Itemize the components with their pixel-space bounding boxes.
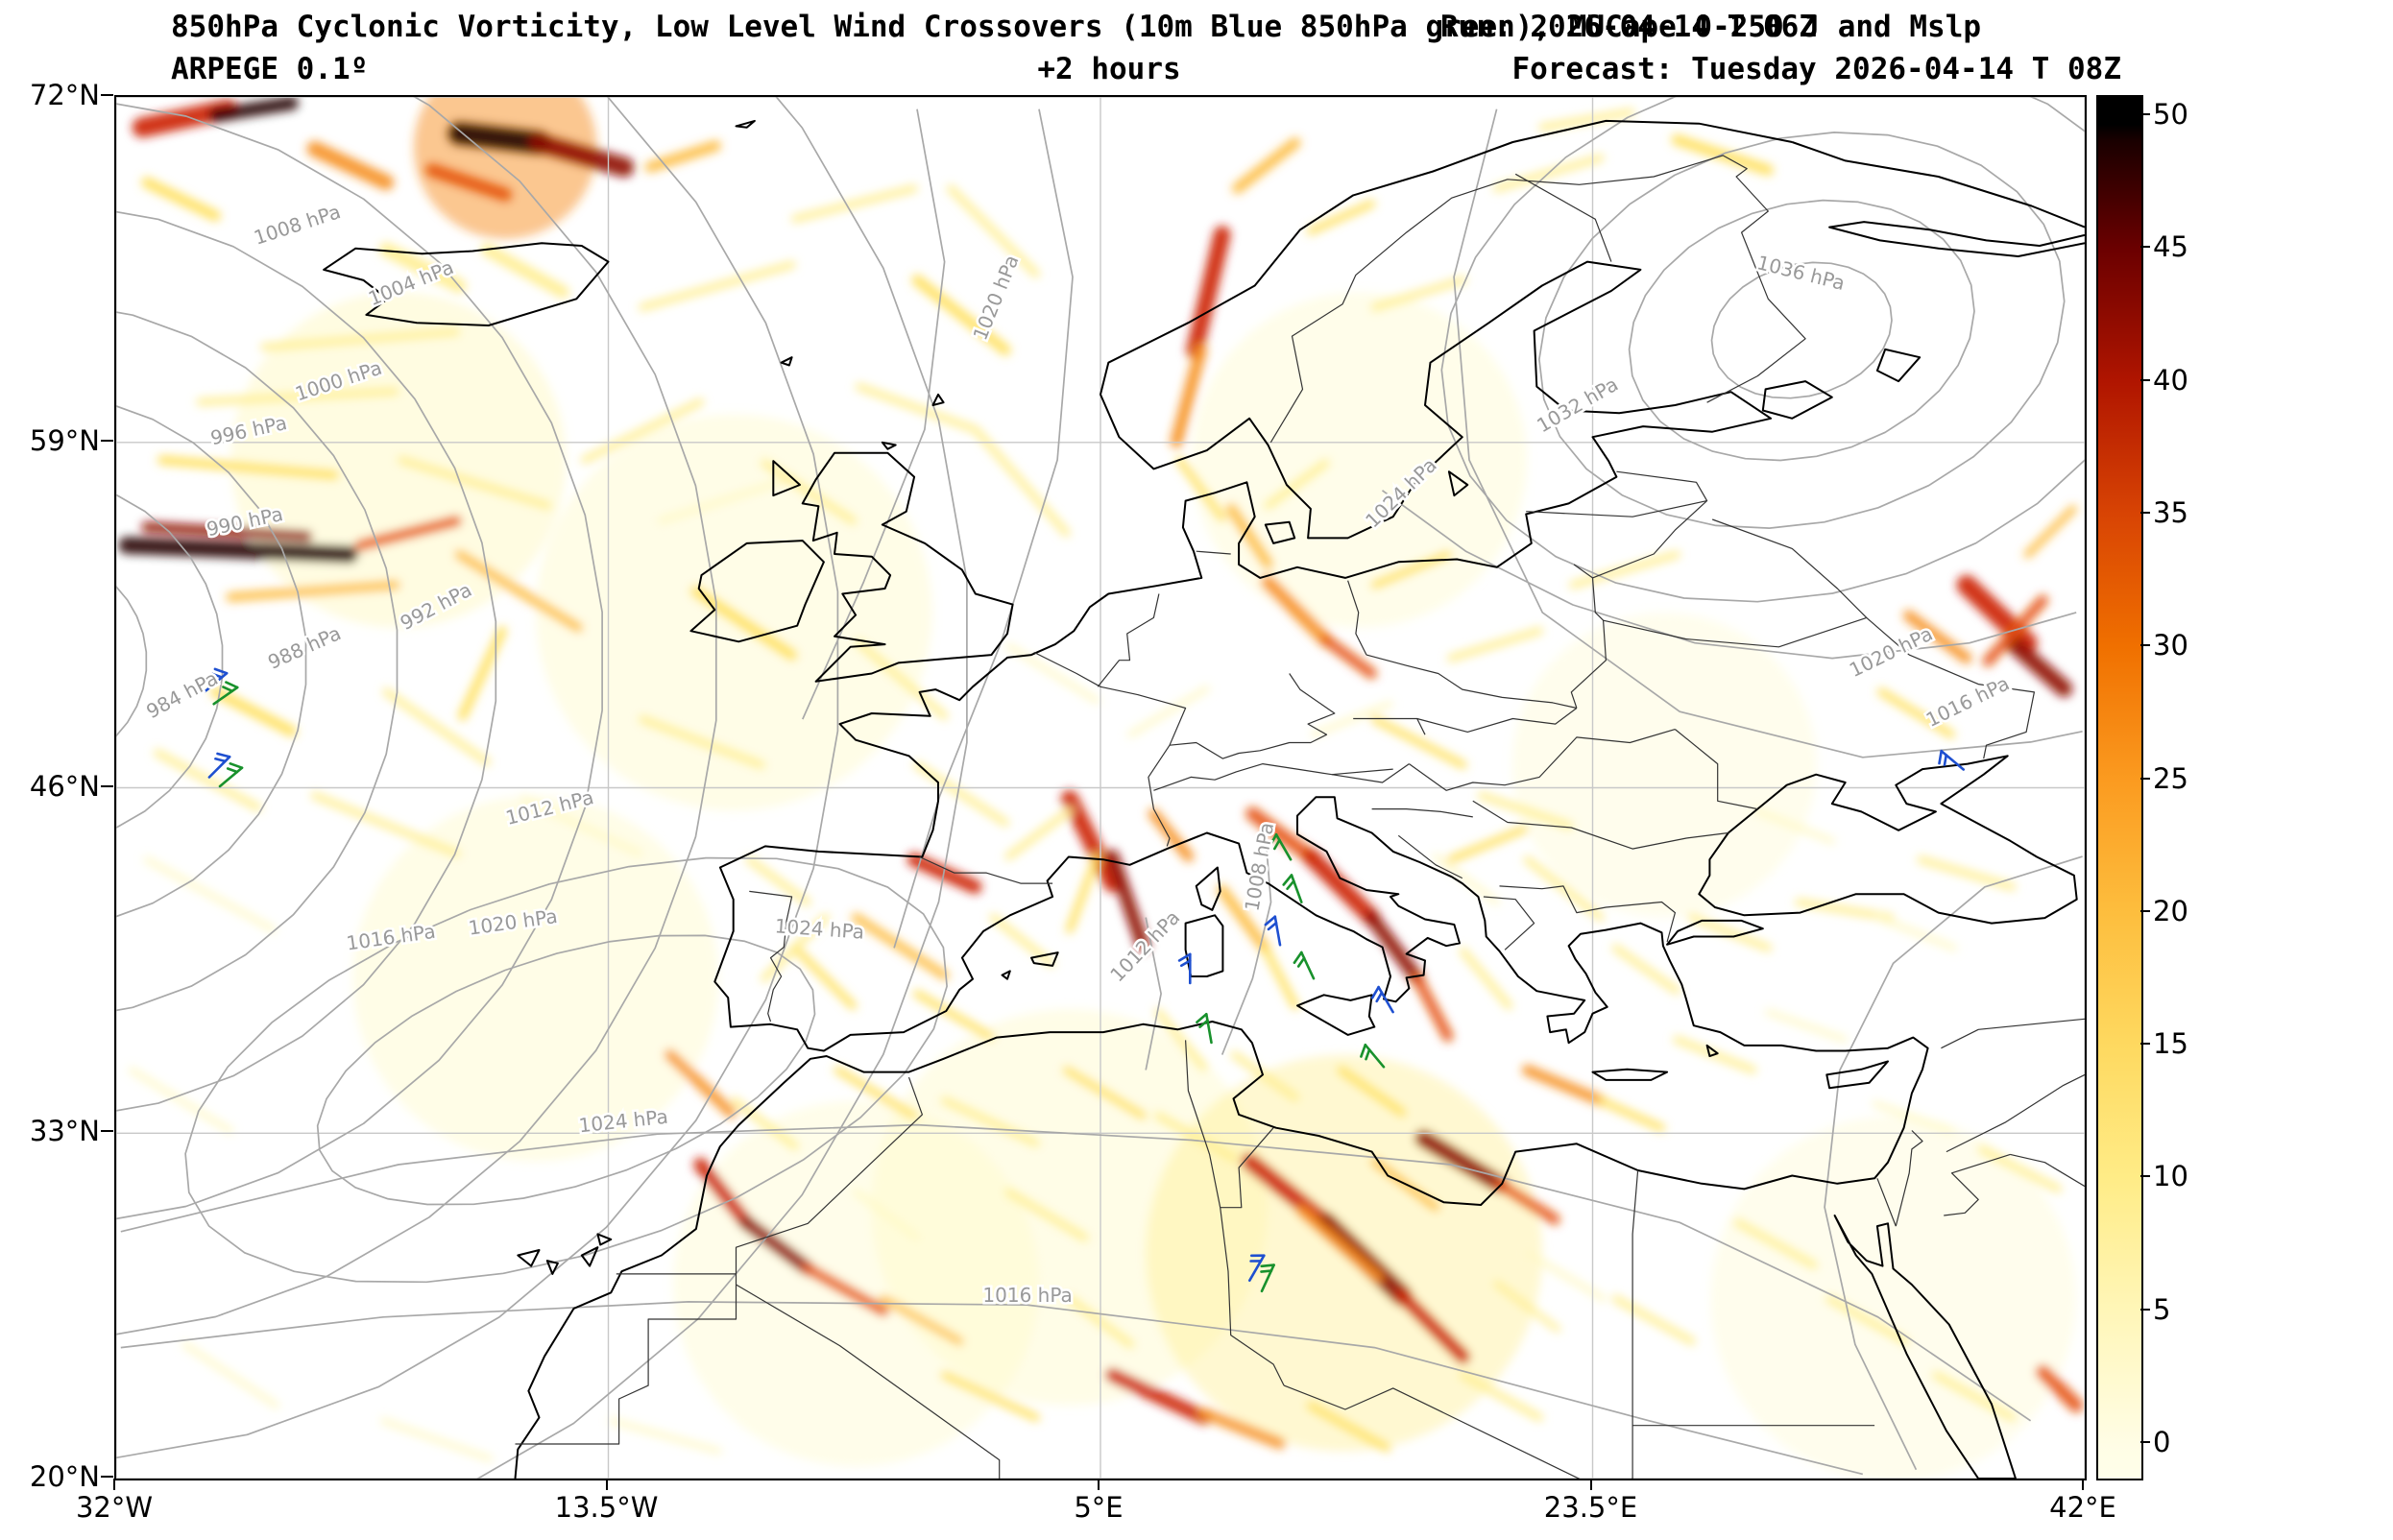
lat-tick-mark xyxy=(101,1476,113,1478)
isobar-label: 984 hPa xyxy=(142,666,221,723)
isobar-label: 1016 hPa xyxy=(1922,671,2013,731)
country-borders xyxy=(515,155,2085,1479)
colorbar-tick-mark xyxy=(2140,246,2150,249)
lon-tick-label: 23.5°E xyxy=(1543,1491,1638,1524)
colorbar-tick-label: 0 xyxy=(2153,1426,2171,1458)
colorbar-tick-mark xyxy=(2140,113,2150,115)
colorbar-tick-mark xyxy=(2140,1175,2150,1178)
colorbar-tick-mark xyxy=(2140,1441,2150,1443)
colorbar-tick-mark xyxy=(2140,511,2150,514)
colorbar-tick-label: 5 xyxy=(2153,1292,2171,1326)
colorbar-tick-label: 35 xyxy=(2153,495,2188,529)
isobar-label: 1036 hPa xyxy=(1754,251,1847,295)
lat-tick-label: 20°N xyxy=(29,1460,100,1493)
forecast-valid-time: Forecast: Tuesday 2026-04-14 T 08Z xyxy=(1511,52,2121,86)
colorbar-tick-mark xyxy=(2140,909,2150,912)
colorbar-tick-label: 50 xyxy=(2153,98,2188,131)
lat-tick-label: 59°N xyxy=(29,423,100,457)
lat-tick-mark xyxy=(101,784,113,787)
grid-lines xyxy=(116,97,2085,1479)
colorbar-tick-mark xyxy=(2140,1043,2150,1046)
lon-tick-label: 13.5°W xyxy=(554,1491,659,1524)
lon-tick-label: 32°W xyxy=(75,1491,154,1524)
colorbar-tick-label: 30 xyxy=(2153,629,2188,662)
colorbar-tick-mark xyxy=(2140,644,2150,647)
chart-title: 850hPa Cyclonic Vorticity, Low Level Win… xyxy=(171,10,1982,44)
lon-tick-mark xyxy=(605,1479,608,1490)
isobar-label: 1008 hPa xyxy=(251,200,343,250)
lat-tick-label: 33°N xyxy=(29,1115,100,1148)
colorbar-tick-label: 45 xyxy=(2153,230,2188,264)
colorbar-tick-label: 15 xyxy=(2153,1027,2188,1061)
lon-tick-mark xyxy=(113,1479,115,1490)
colorbar-tick-label: 20 xyxy=(2153,894,2188,927)
colorbar-tick-mark xyxy=(2140,378,2150,381)
model-name: ARPEGE 0.1º xyxy=(171,52,369,86)
lon-tick-mark xyxy=(1098,1479,1100,1490)
colorbar-tick-mark xyxy=(2140,1308,2150,1311)
colorbar xyxy=(2096,95,2143,1480)
wind-barbs xyxy=(203,667,1965,1293)
mslp-isobars xyxy=(116,97,2085,1479)
colorbar-tick-label: 25 xyxy=(2153,761,2188,795)
forecast-step: +2 hours xyxy=(1037,52,1181,86)
lat-tick-label: 72°N xyxy=(29,79,100,111)
lon-tick-label: 42°E xyxy=(2049,1491,2116,1524)
map-plot-area: 1008 hPa 1004 hPa 1000 hPa 996 hPa 990 hPa 99… xyxy=(114,95,2087,1480)
lon-tick-mark xyxy=(2082,1479,2084,1490)
colorbar-tick-mark xyxy=(2140,777,2150,780)
lat-tick-label: 46°N xyxy=(29,769,100,803)
run-timestamp: Run: 2026-04-14 T 06Z xyxy=(1440,10,1817,44)
lon-tick-label: 5°E xyxy=(1074,1491,1124,1524)
isobar-label: 1020 hPa xyxy=(1846,622,1936,682)
coastlines xyxy=(323,119,2085,1479)
lat-tick-mark xyxy=(101,1130,113,1133)
lat-tick-mark xyxy=(101,94,113,96)
lat-tick-mark xyxy=(101,439,113,442)
lon-tick-mark xyxy=(1589,1479,1592,1490)
isobar-label: 1016 hPa xyxy=(982,1284,1072,1307)
isobar-label: 1020 hPa xyxy=(968,252,1023,344)
colorbar-tick-label: 40 xyxy=(2153,363,2188,397)
colorbar-tick-label: 10 xyxy=(2153,1160,2188,1193)
isobar-label: 1012 hPa xyxy=(1105,906,1184,987)
